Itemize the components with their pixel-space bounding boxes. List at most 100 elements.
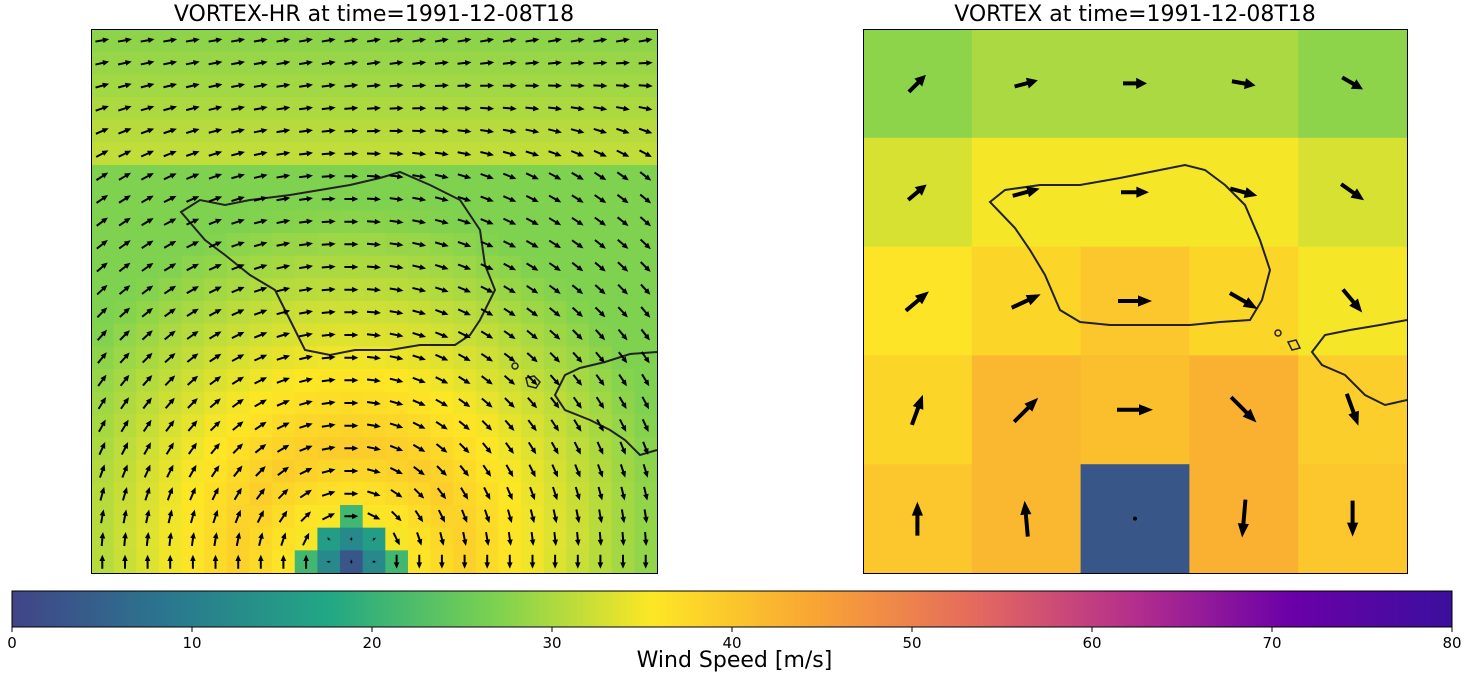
left-wind-arrow: [280, 554, 287, 569]
left-wind-arrow: [526, 285, 539, 294]
left-wind-arrow: [276, 60, 291, 66]
left-wind-arrow: [393, 554, 400, 569]
left-heatmap: [91, 29, 658, 574]
left-wind-arrow: [552, 509, 558, 524]
left-wind-arrow: [276, 105, 291, 111]
left-wind-arrow: [529, 554, 536, 569]
left-wind-arrow: [366, 37, 381, 43]
left-wind-arrow: [571, 239, 584, 249]
left-wind-arrow: [459, 464, 469, 477]
left-wind-arrow: [571, 171, 584, 180]
left-wind-arrow: [231, 82, 245, 89]
left-wind-arrow: [412, 376, 426, 384]
left-wind-arrow: [640, 283, 651, 295]
left-wind-arrow: [503, 262, 516, 271]
left-wind-arrow: [119, 330, 130, 341]
left-wind-arrow: [302, 532, 310, 546]
left-wind-arrow: [96, 195, 109, 204]
left-wind-arrow: [619, 419, 627, 432]
right-wind-arrow: [1229, 395, 1257, 423]
left-wind-arrow: [458, 375, 471, 384]
left-wind-arrow: [253, 196, 268, 202]
left-wind-arrow: [372, 537, 377, 542]
left-wind-arrow: [389, 196, 404, 202]
left-wind-arrow: [572, 374, 583, 386]
left-wind-arrow: [480, 151, 494, 157]
left-wind-arrow: [209, 353, 222, 363]
left-wind-arrow: [391, 510, 402, 522]
left-wind-arrow: [389, 264, 404, 270]
left-wind-arrow: [95, 150, 109, 158]
left-wind-arrow: [96, 307, 108, 318]
left-wind-arrow: [277, 466, 289, 476]
left-wind-arrow: [484, 509, 491, 523]
left-wind-arrow: [529, 486, 536, 501]
left-wind-arrow: [166, 487, 174, 501]
left-wind-arrow: [344, 468, 359, 474]
left-wind-arrow: [571, 306, 583, 317]
left-wind-arrow: [122, 532, 128, 547]
left-wind-arrow: [187, 375, 199, 386]
left-wind-arrow: [480, 195, 494, 202]
left-wind-arrow: [526, 307, 539, 317]
left-wind-arrow: [142, 419, 152, 432]
left-wind-arrow: [457, 331, 471, 339]
left-wind-arrow: [527, 419, 537, 432]
left-wind-arrow: [299, 445, 313, 452]
left-wind-arrow: [412, 264, 427, 270]
left-wind-arrow: [575, 554, 581, 569]
left-wind-arrow: [321, 332, 336, 338]
left-wind-arrow: [549, 307, 561, 317]
left-wind-arrow: [321, 37, 336, 43]
left-wind-arrow: [299, 37, 313, 43]
left-wind-arrow: [118, 128, 132, 135]
left-wind-arrow: [367, 512, 381, 520]
left-wind-arrow: [208, 128, 223, 134]
left-wind-arrow: [548, 239, 561, 249]
left-wind-arrow: [482, 464, 492, 477]
left-wind-arrow: [231, 309, 245, 317]
left-wind-arrow: [118, 195, 131, 204]
left-wind-arrow: [597, 509, 604, 524]
left-wind-arrow: [344, 196, 359, 202]
left-wind-arrow: [141, 307, 153, 318]
left-wind-arrow: [276, 264, 291, 270]
left-wind-arrow: [570, 105, 585, 112]
left-wind-arrow: [616, 127, 630, 134]
left-wind-arrow: [639, 171, 652, 181]
left-wind-arrow: [141, 218, 154, 227]
left-wind-arrow: [253, 218, 268, 225]
left-wind-arrow: [616, 82, 630, 89]
left-wind-arrow: [481, 375, 493, 385]
left-wind-arrow: [595, 396, 605, 409]
left-wind-arrow: [619, 464, 626, 478]
left-wind-arrow: [300, 511, 311, 522]
left-wind-arrow: [321, 490, 336, 497]
left-wind-arrow: [276, 309, 291, 316]
left-wind-arrow: [616, 37, 630, 43]
left-wind-arrow: [572, 329, 583, 340]
left-wind-arrow: [253, 173, 268, 179]
left-wind-arrow: [620, 486, 626, 501]
left-wind-arrow: [299, 196, 313, 202]
left-wind-arrow: [507, 531, 513, 546]
left-wind-arrow: [570, 128, 585, 134]
left-wind-arrow: [367, 196, 381, 202]
left-wind-arrow: [276, 400, 290, 407]
left-wind-arrow: [616, 149, 630, 157]
colorbar: 0 10 20 30 40 50 60 70 80: [7, 590, 1462, 652]
left-wind-arrow: [389, 377, 404, 384]
left-wind-arrow: [366, 60, 381, 66]
left-wind-arrow: [389, 241, 404, 248]
left-wind-arrow: [643, 486, 649, 501]
right-wind-arrow: [1237, 499, 1249, 538]
left-wind-arrow: [548, 60, 563, 66]
left-wind-arrow: [525, 128, 540, 134]
left-wind-arrow: [321, 218, 336, 225]
left-wind-arrow: [98, 419, 106, 433]
left-wind-arrow: [163, 150, 177, 158]
right-wind-arrow: [1133, 516, 1137, 521]
left-wind-arrow: [595, 351, 605, 364]
left-wind-arrow: [140, 173, 154, 181]
left-wind-arrow: [95, 128, 109, 135]
